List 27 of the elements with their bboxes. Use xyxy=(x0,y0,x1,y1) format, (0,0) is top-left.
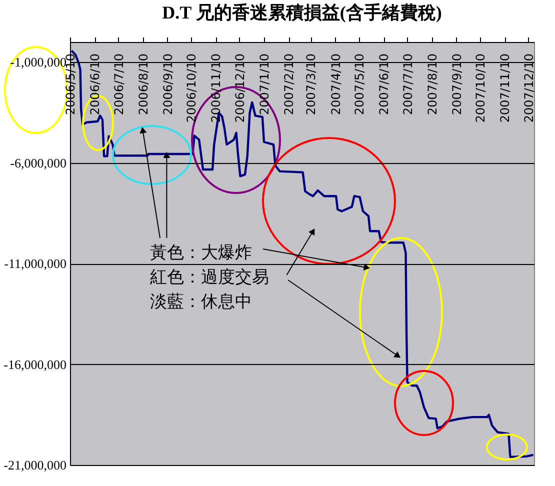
x-tick-label: 2006/6/10 xyxy=(88,54,102,116)
x-tick-label: 2007/10/10 xyxy=(474,54,488,123)
x-tick-label: 2007/6/10 xyxy=(377,54,392,116)
y-tick-label: -21,000,000 xyxy=(4,458,66,472)
annotation: 淡藍：休息中 xyxy=(150,292,252,311)
x-tick-label: 2007/8/10 xyxy=(425,54,440,116)
chart-title: D.T 兄的香迷累積損益(含手緒費稅) xyxy=(162,2,442,22)
y-tick-label: -16,000,000 xyxy=(4,356,66,372)
x-tick-label: 2007/9/10 xyxy=(450,54,464,116)
x-tick-label: 2007/12/10 xyxy=(522,54,536,123)
x-tick-label: 2006/11/10 xyxy=(209,54,224,123)
x-tick-label: 2007/7/10 xyxy=(400,54,415,116)
x-tick-label: 2007/4/10 xyxy=(328,54,343,116)
x-tick-label: 2006/8/10 xyxy=(136,54,150,116)
x-tick-label: 2007/2/10 xyxy=(282,54,296,116)
x-tick-label: 2007/5/10 xyxy=(352,54,367,116)
x-tick-label: 2006/12/10 xyxy=(232,54,247,123)
x-tick-label: 2007/11/10 xyxy=(498,54,512,123)
annotation: 紅色：過度交易 xyxy=(150,268,269,286)
y-tick-label: -6,000,000 xyxy=(10,155,66,170)
annotation: 黃色：大爆炸 xyxy=(150,243,252,262)
y-tick-label: -11,000,000 xyxy=(4,256,66,272)
x-tick-label: 2006/9/10 xyxy=(160,54,175,116)
x-tick-label: 2007/3/10 xyxy=(304,54,318,116)
x-tick-label: 2007/1/10 xyxy=(257,54,272,116)
x-tick-label: 2006/10/10 xyxy=(184,54,199,123)
x-tick-label: 2006/7/10 xyxy=(112,54,126,116)
